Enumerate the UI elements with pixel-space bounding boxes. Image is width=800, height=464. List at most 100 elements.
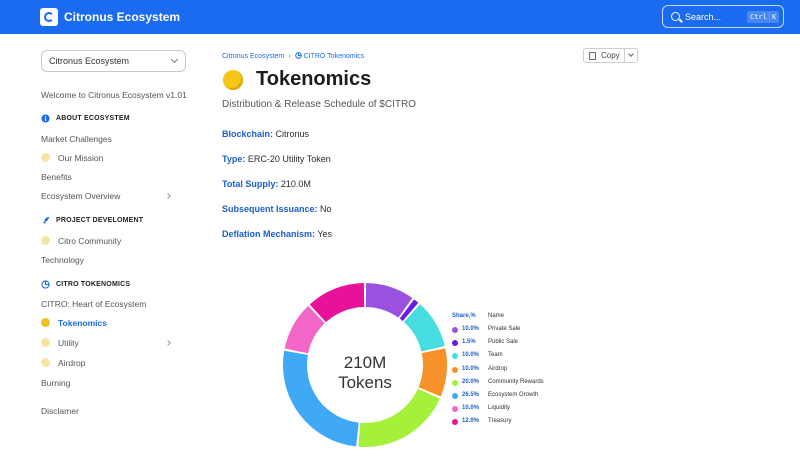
lemon-icon — [41, 358, 50, 367]
legend-item-airdrop[interactable]: 10.0% Airdrop — [452, 366, 572, 376]
legend-share: 20.0% — [462, 378, 480, 385]
copy-button-divider — [624, 49, 625, 62]
breadcrumb-current-label: CITRO Tokenomics — [303, 53, 365, 60]
legend-swatch — [452, 353, 458, 360]
fact-total-supply: Total Supply: 210.0M — [222, 179, 311, 189]
shortcut-key-k: K — [769, 11, 780, 23]
legend-name: Community Rewards — [488, 378, 544, 385]
fact-subsequent-issuance: Subsequent Issuance: No — [222, 204, 332, 214]
donut-slice-team[interactable] — [403, 304, 445, 352]
lemon-icon — [41, 153, 50, 162]
legend-name: Public Sale — [488, 339, 519, 346]
sidebar: Citronus Ecosystem Welcome to Citronus E… — [0, 34, 210, 464]
section-about-ecosystem: ABOUT ECOSYSTEM — [56, 115, 130, 122]
sidebar-item-airdrop[interactable]: Airdrop — [58, 358, 86, 368]
copy-button-label: Copy — [601, 51, 620, 60]
legend-share: 12.0% — [462, 418, 480, 425]
breadcrumb-separator: › — [288, 53, 291, 60]
info-icon — [41, 114, 50, 123]
legend-header-share: Share,% — [452, 313, 476, 319]
rocket-icon — [42, 216, 50, 224]
sidebar-item-market-challenges[interactable]: Market Challenges — [41, 134, 112, 144]
legend-header: Share,% Name — [452, 313, 504, 319]
page-title: Tokenomics — [256, 68, 372, 90]
space-selector-value: Citronus Ecosystem — [49, 56, 130, 66]
legend-swatch — [452, 340, 458, 347]
legend-share: 10.0% — [462, 405, 480, 412]
legend-share: 10.0% — [462, 326, 480, 332]
legend-header-name: Name — [488, 313, 505, 319]
donut-slice-community-rewards[interactable] — [358, 388, 440, 447]
donut-slice-airdrop[interactable] — [418, 348, 447, 397]
sidebar-item-welcome[interactable]: Welcome to Citronus Ecosystem v1.01 — [41, 90, 187, 100]
sidebar-item-utility[interactable]: Utility — [58, 338, 79, 348]
sidebar-item-citro-heart[interactable]: CITRO: Heart of Ecosystem — [41, 299, 147, 309]
chevron-right-icon[interactable] — [165, 193, 171, 199]
lemon-icon — [41, 236, 50, 245]
breadcrumb: Citronus Ecosystem › CITRO Tokenomics — [222, 52, 364, 60]
copy-button[interactable]: Copy — [583, 48, 638, 63]
sidebar-item-citro-community[interactable]: Citro Community — [58, 236, 122, 246]
sidebar-item-burning[interactable]: Burning — [41, 378, 71, 388]
legend-item-public-sale[interactable]: 1.5% Public Sale — [452, 339, 572, 349]
legend-name: Airdrop — [488, 365, 508, 372]
search-box[interactable]: Search... Ctrl K — [662, 5, 784, 28]
donut-slice-private-sale[interactable] — [365, 283, 413, 318]
space-selector[interactable]: Citronus Ecosystem — [41, 50, 186, 72]
search-icon — [671, 12, 680, 21]
fact-blockchain: Blockchain: Citronus — [222, 129, 310, 139]
fact-type: Type: ERC-20 Utility Token — [222, 154, 331, 164]
donut-slice-liquidity[interactable] — [284, 306, 325, 354]
legend-name: Ecosystem Growth — [488, 392, 539, 398]
page-subtitle: Distribution & Release Schedule of $CITR… — [222, 99, 416, 110]
chevron-down-icon[interactable] — [628, 51, 634, 57]
legend-swatch — [452, 406, 458, 413]
legend-share: 10.0% — [462, 352, 480, 359]
donut-slice-treasury[interactable] — [309, 283, 365, 323]
lemon-icon — [41, 338, 50, 347]
fact-deflation-mechanism: Deflation Mechanism: Yes — [222, 229, 333, 239]
tokenomics-donut-chart: 210M Tokens — [283, 283, 447, 447]
sidebar-item-technology[interactable]: Technology — [41, 255, 85, 265]
legend-swatch — [452, 379, 458, 386]
legend-item-team[interactable]: 10.0% Team — [452, 352, 572, 362]
legend-item-liquidity[interactable]: 10.0% Liquidity — [452, 405, 572, 415]
legend-name: Private Sale — [488, 326, 521, 332]
legend-swatch — [452, 327, 458, 333]
search-placeholder: Search... — [685, 12, 722, 22]
sidebar-item-ecosystem-overview[interactable]: Ecosystem Overview — [41, 191, 121, 201]
donut-slice-public-sale[interactable] — [399, 299, 419, 321]
legend-share: 1.5% — [462, 339, 476, 346]
breadcrumb-root[interactable]: Citronus Ecosystem — [222, 53, 285, 60]
legend-swatch — [452, 393, 458, 399]
legend-item-private-sale[interactable]: 10.0% Private Sale — [452, 326, 572, 336]
section-citro-tokenomics: CITRO TOKENOMICS — [56, 281, 131, 288]
legend-item-community-rewards[interactable]: 20.0% Community Rewards — [452, 379, 572, 389]
chart-center-label-value: 210M — [344, 353, 387, 372]
top-bar: Citronus Ecosystem Search... Ctrl K — [0, 0, 800, 34]
copy-icon — [589, 52, 596, 60]
chevron-down-icon — [170, 55, 179, 64]
lemon-icon — [223, 70, 243, 90]
legend-name: Liquidity — [488, 405, 511, 412]
legend-item-treasury[interactable]: 12.0% Treasury — [452, 418, 572, 428]
chart-center-label-unit: Tokens — [338, 373, 392, 392]
legend-share: 26.5% — [462, 392, 480, 398]
logo-icon[interactable] — [40, 8, 58, 26]
sidebar-item-our-mission[interactable]: Our Mission — [58, 153, 104, 163]
legend-swatch — [452, 419, 458, 426]
lemon-icon — [41, 318, 50, 327]
donut-slice-ecosystem-growth[interactable] — [283, 350, 359, 447]
sidebar-item-benefits[interactable]: Benefits — [41, 172, 72, 182]
legend-share: 10.0% — [462, 365, 480, 372]
breadcrumb-current[interactable]: CITRO Tokenomics — [294, 52, 365, 60]
chevron-right-icon[interactable] — [165, 340, 171, 346]
pie-chart-icon — [41, 280, 50, 289]
legend-item-ecosystem-growth[interactable]: 26.5% Ecosystem Growth — [452, 392, 572, 402]
legend-name: Team — [488, 352, 503, 359]
sidebar-item-disclaimer[interactable]: Disclamer — [41, 406, 79, 416]
shortcut-key-ctrl: Ctrl — [747, 11, 770, 23]
brand-title[interactable]: Citronus Ecosystem — [64, 10, 181, 24]
legend-name: Treasury — [488, 418, 512, 425]
sidebar-item-tokenomics[interactable]: Tokenomics — [58, 318, 107, 328]
